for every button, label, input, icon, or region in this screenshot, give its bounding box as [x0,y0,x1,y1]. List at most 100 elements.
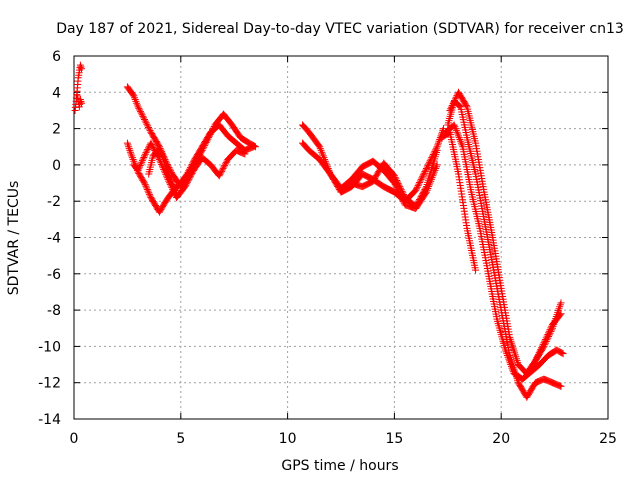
data-point-plus [503,351,511,359]
data-point-plus [157,148,165,156]
data-point-plus [416,179,424,187]
data-point-plus [421,168,429,176]
y-tick-label: -6 [47,267,61,283]
data-point-plus [434,141,442,149]
x-tick-label: 20 [492,431,510,447]
data-point-plus [425,160,433,168]
data-point-plus [156,146,164,154]
data-point-plus [134,103,142,111]
data-point-plus [558,349,566,357]
data-point-plus [453,128,461,136]
data-point-plus [505,355,513,363]
data-point-plus [391,173,399,181]
data-point-plus [140,178,148,186]
data-point-plus [136,163,144,171]
data-point-plus [419,190,427,198]
data-point-plus [316,145,324,153]
data-point-plus [422,184,430,192]
data-point-plus [182,181,190,189]
data-point-plus [531,357,539,365]
data-point-plus [537,345,545,353]
data-point-plus [510,347,518,355]
data-point-plus [450,98,458,106]
data-point-plus [147,139,155,147]
data-point-plus [446,106,454,114]
data-point-plus [136,162,144,170]
data-point-plus [472,266,480,274]
data-point-plus [168,177,176,185]
data-point-plus [141,117,149,125]
data-point-plus [414,198,422,206]
data-point-plus [169,181,177,189]
data-point-plus [320,154,328,162]
data-point-plus [148,141,156,149]
data-point-plus [160,157,168,165]
data-point-plus [418,174,426,182]
data-point-plus [507,337,515,345]
series-track-13 [437,128,480,274]
data-point-plus [163,165,171,173]
data-point-plus [149,144,157,152]
x-tick-label: 0 [70,431,79,447]
data-point-plus [140,153,148,161]
data-point-plus [165,170,173,178]
data-point-plus [392,175,400,183]
data-point-plus [318,148,326,156]
data-point-plus [141,181,149,189]
data-point-plus [146,192,154,200]
data-point-plus [143,147,151,155]
data-point-plus [418,191,426,199]
data-point-plus [132,97,140,105]
data-point-plus [144,122,152,130]
data-point-plus [432,163,440,171]
data-point-plus [128,152,136,160]
data-point-plus [559,350,567,358]
y-tick-label: -12 [38,376,61,392]
data-point-plus [146,127,154,135]
data-point-plus [503,350,511,358]
data-point-plus [462,102,470,109]
data-point-plus [397,186,405,194]
data-point-plus [168,179,176,187]
data-point-plus [138,111,146,119]
data-point-plus [158,150,166,158]
data-point-plus [449,100,457,108]
data-point-plus [136,106,144,114]
data-point-plus [414,182,422,190]
data-point-plus [502,348,510,356]
chart-title: Day 187 of 2021, Sidereal Day-to-day VTE… [56,21,624,37]
data-point-plus [447,105,455,113]
data-point-plus [447,103,455,111]
y-tick-label: 6 [52,49,61,65]
data-point-plus [77,63,85,71]
x-tick-label: 5 [176,431,185,447]
data-point-plus [188,160,196,168]
data-point-plus [509,366,517,374]
data-point-plus [184,177,192,185]
data-point-plus [394,180,402,188]
y-tick-label: -2 [47,194,61,210]
data-point-plus [432,165,440,173]
data-point-plus [126,146,134,154]
series-track-5 [130,139,249,202]
y-tick-labels: -14 -12 -10 -8 -6 -4 -2 0 2 4 6 [38,49,61,428]
data-point-plus [448,102,456,109]
data-point-plus [415,197,423,205]
data-point-plus [76,96,84,104]
data-point-plus [456,135,464,143]
data-point-plus [77,97,85,105]
data-point-plus [129,91,137,99]
data-point-plus [171,185,179,193]
data-point-plus [140,116,148,124]
data-point-plus [419,172,427,180]
data-point-plus [533,354,541,362]
data-point-plus [535,349,543,357]
data-point-plus [413,200,421,208]
data-point-plus [187,172,195,180]
data-point-plus [77,99,85,107]
series-track-2 [73,92,85,111]
data-point-plus [131,96,139,104]
data-point-plus [457,137,465,145]
data-point-plus [136,108,144,116]
